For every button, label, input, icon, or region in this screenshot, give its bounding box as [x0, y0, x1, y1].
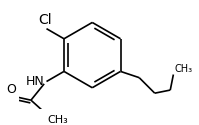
Text: HN: HN [26, 75, 45, 88]
Text: O: O [6, 83, 16, 96]
Text: CH₃: CH₃ [174, 64, 192, 74]
Text: Cl: Cl [38, 13, 52, 27]
Text: CH₃: CH₃ [47, 115, 68, 125]
